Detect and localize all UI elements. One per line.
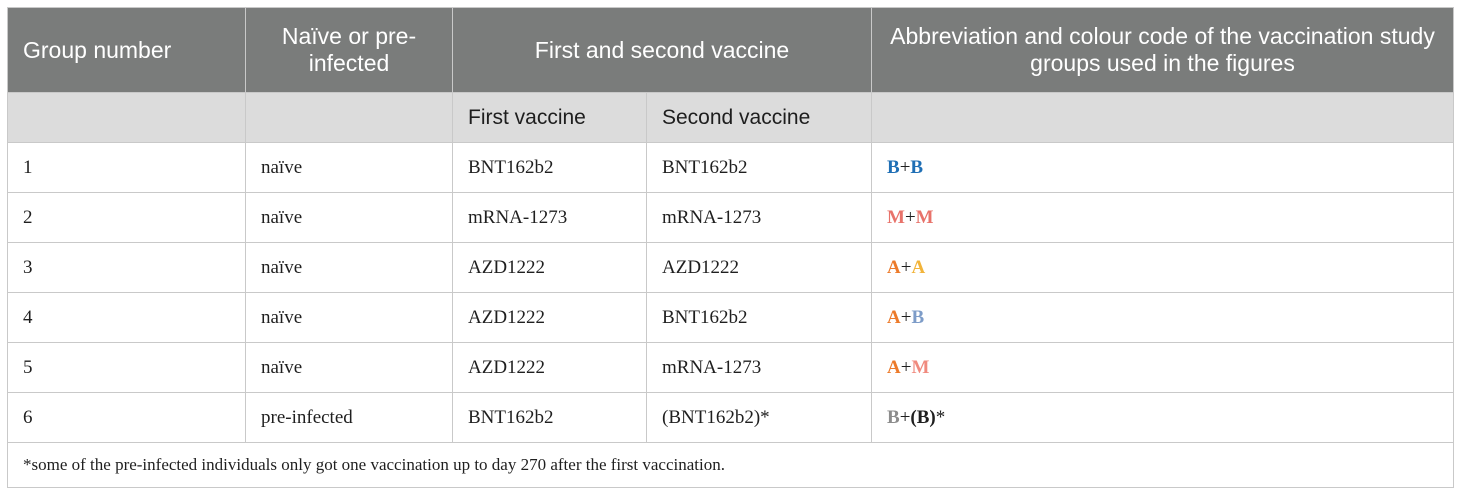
first-vaccine-cell: BNT162b2 [452, 142, 647, 193]
abbr-plus: + [899, 156, 911, 178]
abbr-first-letter: A [887, 306, 901, 328]
second-vaccine-cell: AZD1222 [646, 242, 872, 293]
abbr-second-letter: M [915, 206, 934, 228]
group-number-cell: 5 [7, 342, 246, 393]
group-number-cell: 3 [7, 242, 246, 293]
abbr-suffix: * [935, 406, 946, 428]
abbreviation-cell: A+B [871, 292, 1454, 343]
abbr-second-letter: M [911, 356, 930, 378]
group-number-cell: 1 [7, 142, 246, 193]
subheader-empty [245, 92, 453, 143]
second-vaccine-cell: (BNT162b2)* [646, 392, 872, 443]
abbreviation-cell: B+B [871, 142, 1454, 193]
footnote-row: *some of the pre-infected individuals on… [7, 442, 1454, 488]
status-cell: naïve [245, 292, 453, 343]
second-vaccine-cell: mRNA-1273 [646, 192, 872, 243]
first-vaccine-cell: AZD1222 [452, 342, 647, 393]
table-row: 1 naïve BNT162b2 BNT162b2 B+B [7, 142, 1454, 193]
abbr-plus: + [904, 206, 916, 228]
table-row: 4 naïve AZD1222 BNT162b2 A+B [7, 292, 1454, 343]
abbr-first-letter: A [887, 356, 901, 378]
first-vaccine-cell: AZD1222 [452, 292, 647, 343]
abbreviation-cell: A+A [871, 242, 1454, 293]
abbr-plus: + [900, 256, 912, 278]
abbr-first-letter: B [887, 156, 900, 178]
abbr-first-letter: A [887, 256, 901, 278]
table-row: 2 naïve mRNA-1273 mRNA-1273 M+M [7, 192, 1454, 243]
abbr-second-letter: A [911, 256, 926, 278]
subheader-empty [7, 92, 246, 143]
first-vaccine-cell: BNT162b2 [452, 392, 647, 443]
status-cell: naïve [245, 342, 453, 393]
abbr-second-letter: B [911, 306, 925, 328]
second-vaccine-cell: mRNA-1273 [646, 342, 872, 393]
group-number-cell: 2 [7, 192, 246, 243]
abbr-plus: + [900, 356, 912, 378]
header-abbreviation: Abbreviation and colour code of the vacc… [871, 7, 1454, 93]
abbr-first-letter: B [887, 406, 900, 428]
status-cell: naïve [245, 192, 453, 243]
first-vaccine-cell: mRNA-1273 [452, 192, 647, 243]
group-number-cell: 6 [7, 392, 246, 443]
group-number-cell: 4 [7, 292, 246, 343]
abbreviation-cell: B+(B)* [871, 392, 1454, 443]
subheader-second-vaccine: Second vaccine [646, 92, 872, 143]
abbreviation-cell: A+M [871, 342, 1454, 393]
first-vaccine-cell: AZD1222 [452, 242, 647, 293]
subheader-empty [871, 92, 1454, 143]
second-vaccine-cell: BNT162b2 [646, 142, 872, 193]
header-row: Group number Naïve or pre-infected First… [7, 7, 1454, 93]
abbr-plus: + [899, 406, 911, 428]
status-cell: pre-infected [245, 392, 453, 443]
abbr-second-letter: (B) [910, 406, 936, 428]
subheader-row: First vaccine Second vaccine [7, 92, 1454, 143]
subheader-first-vaccine: First vaccine [452, 92, 647, 143]
abbr-plus: + [900, 306, 912, 328]
status-cell: naïve [245, 142, 453, 193]
vaccination-groups-table: Group number Naïve or pre-infected First… [7, 7, 1454, 488]
header-naive-or-preinfected: Naïve or pre-infected [245, 7, 453, 93]
abbreviation-cell: M+M [871, 192, 1454, 243]
status-cell: naïve [245, 242, 453, 293]
abbr-first-letter: M [887, 206, 905, 228]
abbr-second-letter: B [910, 156, 924, 178]
header-group-number: Group number [7, 7, 246, 93]
table-row: 3 naïve AZD1222 AZD1222 A+A [7, 242, 1454, 293]
footnote: *some of the pre-infected individuals on… [7, 442, 1454, 488]
header-first-and-second-vaccine: First and second vaccine [452, 7, 872, 93]
second-vaccine-cell: BNT162b2 [646, 292, 872, 343]
table-row: 5 naïve AZD1222 mRNA-1273 A+M [7, 342, 1454, 393]
table-row: 6 pre-infected BNT162b2 (BNT162b2)* B+(B)* [7, 392, 1454, 443]
